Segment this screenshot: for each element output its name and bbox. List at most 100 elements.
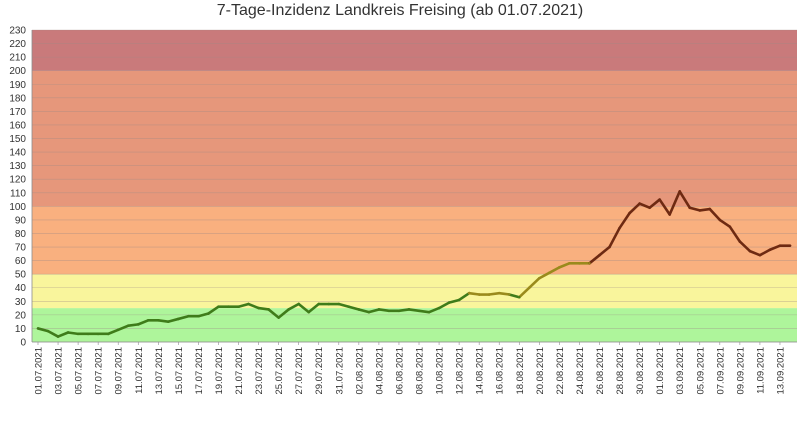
series-segment-20 (237, 302, 250, 309)
data-point-55 (588, 262, 591, 265)
data-point-42 (457, 298, 461, 302)
data-point-21 (247, 302, 250, 306)
data-point-67 (708, 207, 711, 211)
series-segment-71 (748, 249, 762, 257)
data-point-53 (568, 262, 571, 265)
data-point-18 (217, 305, 220, 308)
data-point-73 (768, 248, 772, 251)
x-tick-label-28: 26.08.2021 (595, 347, 606, 395)
x-tick-label-22: 14.08.2021 (475, 347, 486, 395)
series-segment-57 (608, 226, 621, 249)
data-point-28 (317, 302, 320, 306)
data-point-60 (638, 202, 641, 205)
x-tick-label-14: 29.07.2021 (314, 347, 325, 395)
series-segment-47 (507, 293, 521, 299)
data-point-5 (86, 332, 90, 336)
data-point-0 (36, 327, 40, 330)
series-segment-55 (588, 253, 601, 265)
x-tick-label-33: 05.09.2021 (695, 347, 706, 395)
y-tick-label-70: 70 (15, 243, 27, 254)
data-point-44 (477, 293, 481, 296)
data-point-4 (76, 332, 80, 336)
data-point-9 (127, 324, 130, 327)
data-point-12 (157, 319, 160, 322)
x-tick-label-24: 18.08.2021 (515, 347, 526, 395)
series-segment-9 (126, 323, 140, 328)
series-segment-59 (628, 202, 641, 215)
data-point-61 (648, 206, 651, 209)
y-tick-label-0: 0 (20, 338, 26, 349)
y-tick-label-150: 150 (9, 134, 26, 145)
series-segment-25 (287, 302, 300, 311)
series-segment-67 (708, 207, 722, 222)
data-point-27 (307, 310, 310, 314)
data-point-37 (407, 308, 411, 311)
series-segment-50 (538, 271, 551, 280)
series-segment-37 (407, 308, 421, 313)
data-point-39 (427, 310, 431, 314)
y-tick-label-130: 130 (9, 161, 26, 172)
band-2 (32, 206, 797, 275)
data-point-64 (678, 190, 681, 193)
series-segment-65 (688, 206, 702, 212)
data-point-32 (357, 308, 361, 311)
data-point-57 (608, 245, 611, 249)
x-tick-label-1: 03.07.2021 (54, 347, 65, 395)
y-tick-label-200: 200 (9, 66, 26, 77)
series-segment-39 (427, 306, 441, 314)
series-segment-60 (638, 202, 651, 210)
data-point-15 (187, 315, 190, 318)
band-1 (32, 274, 797, 309)
data-point-72 (758, 253, 762, 257)
data-point-50 (538, 277, 541, 280)
x-tick-label-0: 01.07.2021 (34, 347, 45, 395)
data-point-34 (377, 308, 381, 311)
y-tick-label-40: 40 (15, 283, 27, 294)
series-segment-42 (457, 291, 471, 302)
x-tick-label-16: 02.08.2021 (354, 347, 365, 395)
series-segment-17 (207, 305, 220, 315)
series-segment-72 (758, 248, 772, 257)
x-tick-label-31: 01.09.2021 (655, 347, 666, 395)
series-segment-32 (357, 308, 371, 314)
chart-title: 7-Tage-Inzidenz Landkreis Freising (ab 0… (216, 2, 584, 19)
data-point-65 (688, 206, 691, 209)
series-segment-38 (417, 309, 431, 314)
data-point-47 (508, 293, 511, 296)
x-tick-label-6: 13.07.2021 (154, 347, 165, 395)
series-segment-12 (157, 318, 170, 323)
data-point-71 (748, 249, 752, 253)
data-point-49 (528, 286, 531, 289)
x-tick-label-3: 07.07.2021 (94, 347, 105, 395)
y-tick-label-30: 30 (15, 297, 27, 308)
series-segment-63 (668, 190, 682, 216)
data-point-62 (658, 198, 661, 201)
x-tick-label-37: 13.09.2021 (775, 347, 786, 395)
series-segment-61 (648, 198, 661, 210)
series-segment-62 (658, 198, 671, 216)
data-point-7 (106, 332, 110, 336)
series-segment-41 (447, 298, 461, 304)
y-tick-label-90: 90 (15, 215, 27, 226)
data-point-66 (698, 209, 701, 212)
x-tick-label-26: 22.08.2021 (555, 347, 566, 395)
data-point-63 (668, 213, 671, 216)
data-point-46 (498, 291, 501, 295)
series-segment-58 (618, 211, 631, 230)
series-segment-27 (307, 302, 321, 314)
series-segment-21 (247, 302, 260, 310)
x-tick-label-10: 21.07.2021 (234, 347, 245, 395)
y-tick-label-170: 170 (9, 107, 26, 118)
series-segment-73 (768, 244, 782, 252)
y-tick-label-120: 120 (9, 175, 26, 186)
data-point-75 (788, 244, 792, 247)
data-point-36 (397, 309, 401, 312)
data-point-52 (558, 266, 561, 269)
data-point-23 (267, 308, 270, 311)
x-tick-label-15: 31.07.2021 (334, 347, 345, 395)
band-4 (32, 30, 797, 71)
x-tick-label-30: 30.08.2021 (635, 347, 646, 395)
data-point-38 (417, 309, 421, 312)
x-tick-label-2: 05.07.2021 (74, 347, 85, 395)
